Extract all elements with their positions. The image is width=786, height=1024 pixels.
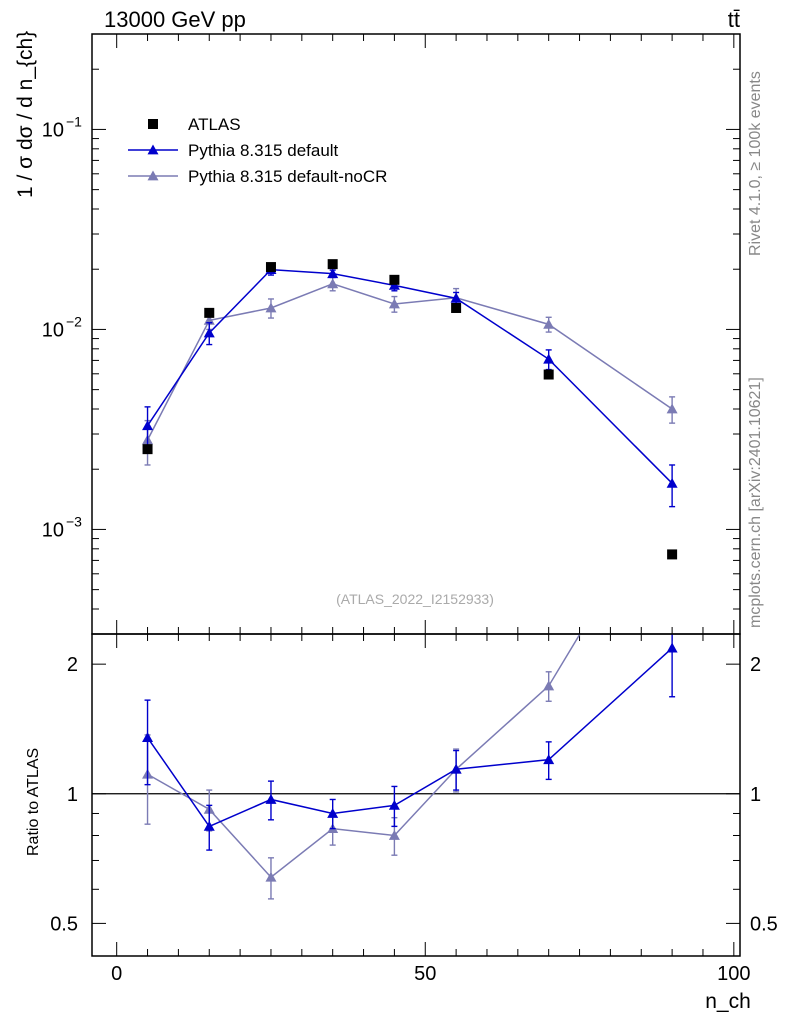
main-point-atlas xyxy=(328,259,338,269)
main-point-atlas xyxy=(143,444,153,454)
legend-marker-atlas xyxy=(148,119,158,129)
legend-label-atlas: ATLAS xyxy=(188,115,241,134)
x-tick-label: 50 xyxy=(414,963,436,985)
ratio-point-pythia-8-315-default xyxy=(667,643,678,653)
main-y-tick-exponent: −3 xyxy=(66,513,82,529)
ratio-y-tick-label-right: 0.5 xyxy=(750,913,778,935)
ratio-y-tick-label-right: 1 xyxy=(750,784,761,806)
energy-label: 13000 GeV pp xyxy=(104,7,246,32)
ratio-y-axis-label: Ratio to ATLAS xyxy=(25,748,42,856)
ratio-tick-labels: 2 2 1 1 0.5 0.5 0 50 100 xyxy=(50,654,778,985)
ratio-point-pythia-8-315-default xyxy=(142,732,153,742)
main-point-pythia-8-315-default-nocr xyxy=(667,404,678,414)
analysis-id-annotation: (ATLAS_2022_I2152933) xyxy=(336,591,494,607)
ratio-data-layer xyxy=(142,455,678,899)
ratio-point-pythia-8-315-default xyxy=(389,800,400,810)
main-y-tick-exponent: −2 xyxy=(66,313,82,329)
x-tick-label: 0 xyxy=(111,963,122,985)
legend-label-pythia-8-315-default-nocr: Pythia 8.315 default-noCR xyxy=(188,167,387,186)
ratio-panel: 2 2 1 1 0.5 0.5 0 50 100 Ratio to ATLAS n_ch xyxy=(25,455,778,1013)
ratio-frame xyxy=(92,634,740,956)
ratio-y-tick-label-left: 1 xyxy=(67,784,78,806)
main-y-tick-label: 10 xyxy=(42,319,64,341)
main-panel: 10−110−210−3 1 / σ dσ / d n_{ch} (ATLAS_… xyxy=(14,31,740,634)
x-axis-label: n_ch xyxy=(705,990,751,1013)
main-point-pythia-8-315-default xyxy=(142,420,153,430)
main-y-axis-label: 1 / σ dσ / d n_{ch} xyxy=(14,31,37,198)
main-point-pythia-8-315-default xyxy=(543,354,554,364)
ratio-y-tick-label-left: 0.5 xyxy=(50,913,78,935)
ratio-line-pythia-8-315-default xyxy=(148,648,673,826)
main-point-atlas xyxy=(451,303,461,313)
main-data-layer xyxy=(142,259,678,559)
main-line-pythia-8-315-default-nocr xyxy=(148,284,673,440)
ratio-y-tick-label-left: 2 xyxy=(67,654,78,676)
x-tick-label: 100 xyxy=(717,963,750,985)
process-label: tt̄ xyxy=(728,7,740,32)
ratio-line-pythia-8-315-default-nocr xyxy=(148,481,673,877)
legend-label-pythia-8-315-default: Pythia 8.315 default xyxy=(188,141,339,160)
ratio-y-tick-label-right: 2 xyxy=(750,654,761,676)
ratio-axis-ticks xyxy=(92,634,740,956)
ratio-point-pythia-8-315-default xyxy=(265,794,276,804)
main-y-tick-exponent: −1 xyxy=(66,113,82,129)
ratio-point-pythia-8-315-default-nocr xyxy=(543,680,554,690)
main-point-atlas xyxy=(204,308,214,318)
main-y-tick-label: 10 xyxy=(42,519,64,541)
rivet-version-label: Rivet 4.1.0, ≥ 100k events xyxy=(747,71,764,256)
main-point-atlas xyxy=(266,262,276,272)
main-y-tick-label: 10 xyxy=(42,119,64,141)
main-point-atlas xyxy=(667,549,677,559)
main-point-pythia-8-315-default-nocr xyxy=(327,278,338,288)
legend: ATLAS Pythia 8.315 default Pythia 8.315 de… xyxy=(128,115,387,186)
mcplots-label: mcplots.cern.ch [arXiv:2401.10621] xyxy=(747,377,764,628)
main-y-tick-labels: 10−110−210−3 xyxy=(42,113,82,541)
main-point-atlas xyxy=(544,370,554,380)
main-point-atlas xyxy=(389,275,399,285)
plot-canvas: 13000 GeV pp tt̄ Rivet 4.1.0, ≥ 100k eve… xyxy=(0,0,786,1024)
ratio-point-pythia-8-315-default xyxy=(204,821,215,831)
main-point-pythia-8-315-default-nocr xyxy=(265,302,276,312)
